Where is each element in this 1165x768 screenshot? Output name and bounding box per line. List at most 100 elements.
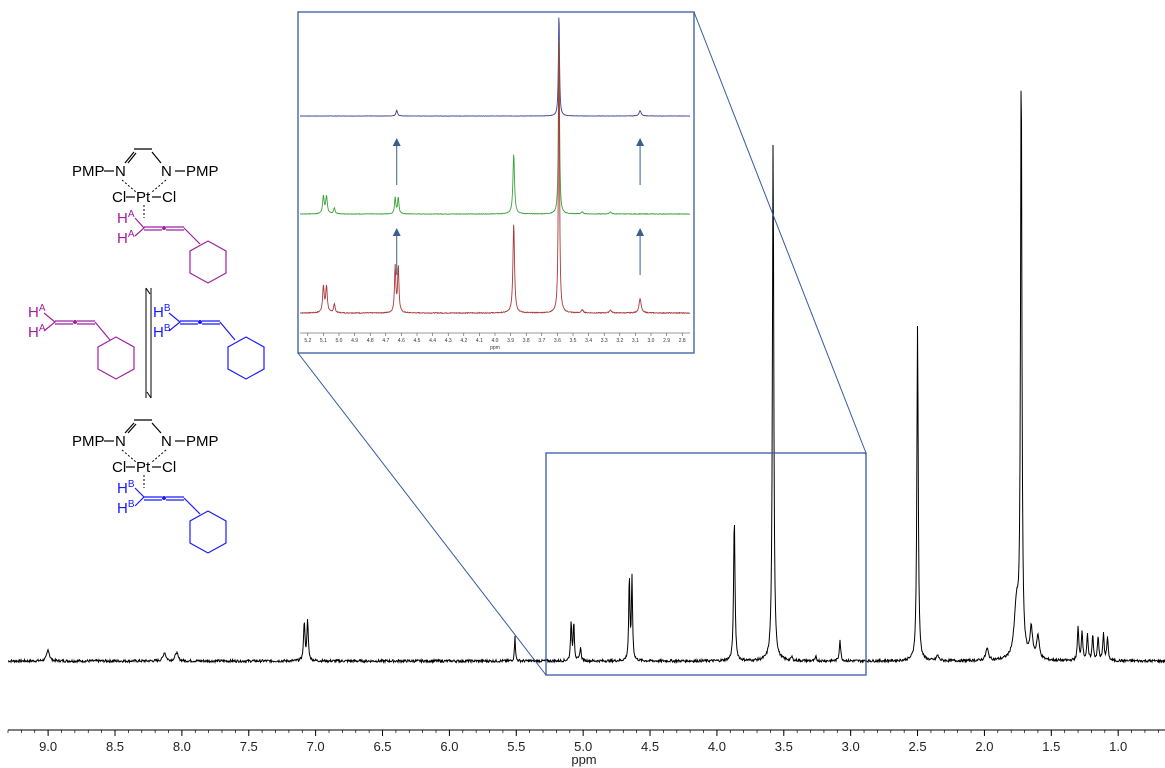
- inset-trace-3: [299, 41, 691, 315]
- x-tick-label: 7.0: [307, 739, 325, 754]
- free-h-a2-label: H: [28, 324, 39, 341]
- inset-x-axis-title: ppm: [490, 345, 500, 351]
- inset-arrow-head: [636, 138, 645, 146]
- x-tick-label: 3.5: [775, 739, 793, 754]
- svg-text:HB: HB: [153, 303, 171, 321]
- inset-x-tick-label: 3.5: [570, 338, 577, 344]
- x-tick-label: 7.5: [240, 739, 258, 754]
- inset-panel: 5.2 5.1 5.0 4.9 4.8 4.7 4.6 4.5 4.4 4.3 4.2 4.1 4.0 3…: [297, 11, 695, 354]
- free-h-b2-label: H: [153, 324, 164, 341]
- pmp-right-a: PMP: [186, 163, 219, 180]
- inset-x-tick-label: 4.9: [351, 338, 358, 344]
- inset-x-tick-label: 4.4: [429, 338, 436, 344]
- cl-right-a: Cl: [162, 189, 176, 206]
- zoom-region-box: [545, 452, 867, 676]
- inset-arrow-head: [392, 228, 401, 236]
- x-axis: 9.0 8.5 8.0 7.5 7.0 6.5 6.0 5.5 5.0 4.5 4.0 3.5 3.0 2…: [7, 729, 1165, 767]
- inset-x-tick-label: 3.7: [538, 338, 545, 344]
- h-b1-sup: B: [128, 479, 135, 490]
- x-tick-label: 9.0: [39, 739, 57, 754]
- inset-arrows: [392, 138, 645, 275]
- free-h-a1-label: H: [28, 304, 39, 321]
- x-axis-ticks: 9.0 8.5 8.0 7.5 7.0 6.5 6.0 5.5 5.0 4.5 4.0 3.5 3.0 2…: [7, 730, 1159, 754]
- x-tick-label: 6.0: [440, 739, 458, 754]
- x-tick-label: 5.0: [574, 739, 592, 754]
- inset-x-tick-label: 2.9: [663, 338, 670, 344]
- pmp-left-b: PMP: [72, 433, 105, 450]
- free-h-a2-sup: A: [39, 323, 46, 334]
- main-spectrum: [7, 90, 1165, 665]
- x-tick-label: 2.5: [909, 739, 927, 754]
- inset-x-tick-label: 5.2: [304, 338, 311, 344]
- x-tick-label: 4.5: [641, 739, 659, 754]
- inset-x-tick-label: 4.8: [367, 338, 374, 344]
- x-tick-label: 1.5: [1042, 739, 1060, 754]
- free-h-a1-sup: A: [39, 303, 46, 314]
- free-allene-a: HA HA: [28, 303, 135, 380]
- inset-x-tick-label: 4.0: [492, 338, 499, 344]
- inset-x-tick-label: 4.3: [445, 338, 452, 344]
- inset-x-tick-label: 4.6: [398, 338, 405, 344]
- inset-x-tick-label: 4.1: [476, 338, 483, 344]
- x-tick-label: 5.5: [507, 739, 525, 754]
- inset-x-tick-label: 3.2: [616, 338, 623, 344]
- h-a1-label: H: [117, 210, 128, 227]
- inset-x-tick-label: 3.4: [585, 338, 592, 344]
- svg-text:HB: HB: [117, 499, 135, 517]
- inset-traces: [299, 17, 691, 315]
- x-tick-label: 4.0: [708, 739, 726, 754]
- cl-right-b: Cl: [162, 459, 176, 476]
- h-b2-label: H: [117, 500, 128, 517]
- x-tick-label: 6.5: [373, 739, 391, 754]
- x-tick-label: 1.0: [1109, 739, 1127, 754]
- pt-b: Pt: [136, 459, 151, 476]
- inset-x-tick-label: 3.9: [507, 338, 514, 344]
- inset-x-tick-label: 4.5: [414, 338, 421, 344]
- inset-x-tick-label: 3.0: [648, 338, 655, 344]
- h-a2-label: H: [117, 230, 128, 247]
- inset-x-tick-label: 3.8: [523, 338, 530, 344]
- free-h-b1-sup: B: [164, 303, 171, 314]
- svg-text:HA: HA: [117, 229, 135, 247]
- pt-complex-a: PMP N N PMP Cl Pt Cl HA HA: [72, 148, 227, 284]
- x-tick-label: 8.0: [173, 739, 191, 754]
- pmp-right-b: PMP: [186, 433, 219, 450]
- pmp-left-a: PMP: [72, 163, 105, 180]
- n-right-a: N: [161, 163, 172, 180]
- inset-x-tick-label: 4.2: [460, 338, 467, 344]
- x-tick-label: 8.5: [106, 739, 124, 754]
- inset-trace-1: [299, 17, 691, 117]
- zoom-connector-left: [297, 352, 547, 676]
- h-b1-label: H: [117, 480, 128, 497]
- h-a1-sup: A: [128, 209, 135, 220]
- pt-complex-b: PMP N N PMP Cl Pt Cl HB HB: [72, 419, 227, 554]
- h-b2-sup: B: [128, 499, 135, 510]
- cl-left-b: Cl: [112, 459, 126, 476]
- svg-text:HA: HA: [28, 303, 46, 321]
- inset-x-tick-label: 3.1: [632, 338, 639, 344]
- x-tick-label: 3.0: [842, 739, 860, 754]
- main-spectrum-trace: [7, 90, 1165, 665]
- inset-trace-2: [299, 40, 691, 215]
- h-a2-sup: A: [128, 229, 135, 240]
- svg-text:HA: HA: [117, 209, 135, 227]
- chemical-structures: PMP N N PMP Cl Pt Cl HA HA: [28, 148, 265, 554]
- free-h-b2-sup: B: [164, 323, 171, 334]
- svg-text:HB: HB: [117, 479, 135, 497]
- free-h-b1-label: H: [153, 304, 164, 321]
- zoom-connector-right: [693, 11, 867, 454]
- inset-x-axis-ticks: 5.2 5.1 5.0 4.9 4.8 4.7 4.6 4.5 4.4 4.3 4.2 4.1 4.0 3…: [304, 333, 686, 344]
- inset-x-tick-label: 3.3: [601, 338, 608, 344]
- inset-x-tick-label: 3.6: [554, 338, 561, 344]
- inset-x-tick-label: 5.1: [320, 338, 327, 344]
- x-tick-label: 2.0: [975, 739, 993, 754]
- inset-frame: [297, 11, 695, 354]
- inset-x-tick-label: 5.0: [336, 338, 343, 344]
- inset-x-tick-label: 2.8: [679, 338, 686, 344]
- free-allene-b: HB HB: [153, 303, 265, 380]
- inset-arrow-head: [636, 228, 645, 236]
- n-left-b: N: [115, 433, 126, 450]
- pt-a: Pt: [136, 189, 151, 206]
- svg-text:HA: HA: [28, 323, 46, 341]
